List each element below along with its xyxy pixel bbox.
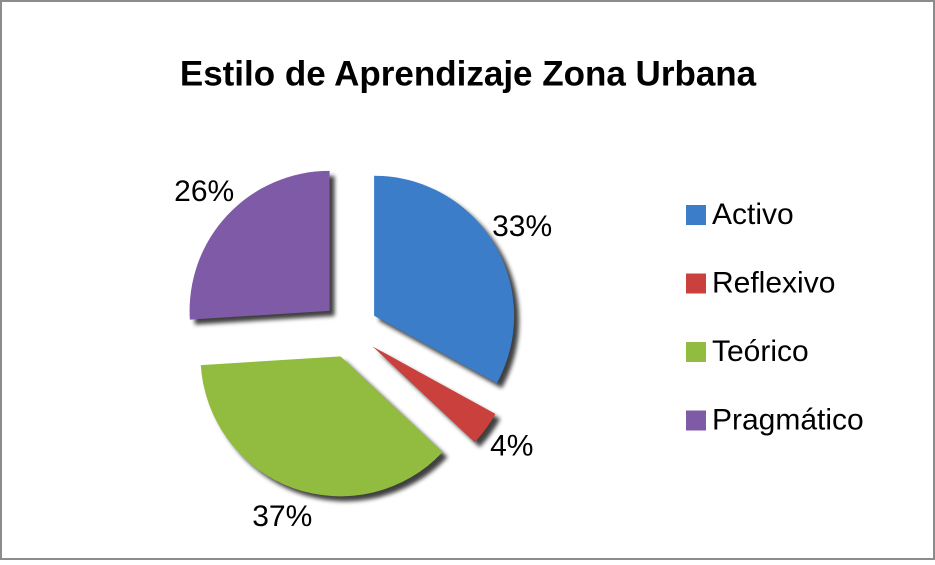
legend-swatch (686, 273, 706, 294)
legend-swatch (686, 342, 706, 362)
slice (200, 356, 443, 497)
legend-swatch (686, 205, 706, 225)
legend-label: Teórico (712, 335, 809, 368)
legend-label: Reflexivo (712, 266, 835, 299)
legend-label: Pragmático (712, 403, 864, 436)
legend-label: Activo (712, 198, 794, 231)
slice (374, 175, 515, 384)
slice (372, 346, 496, 443)
data-label: 26% (174, 175, 234, 208)
data-label: 4% (490, 429, 533, 462)
data-label: 33% (492, 210, 552, 243)
data-label: 37% (252, 500, 312, 533)
legend-swatch (686, 410, 706, 431)
slice (189, 170, 330, 320)
chart-title: Estilo de Aprendizaje Zona Urbana (180, 54, 757, 93)
